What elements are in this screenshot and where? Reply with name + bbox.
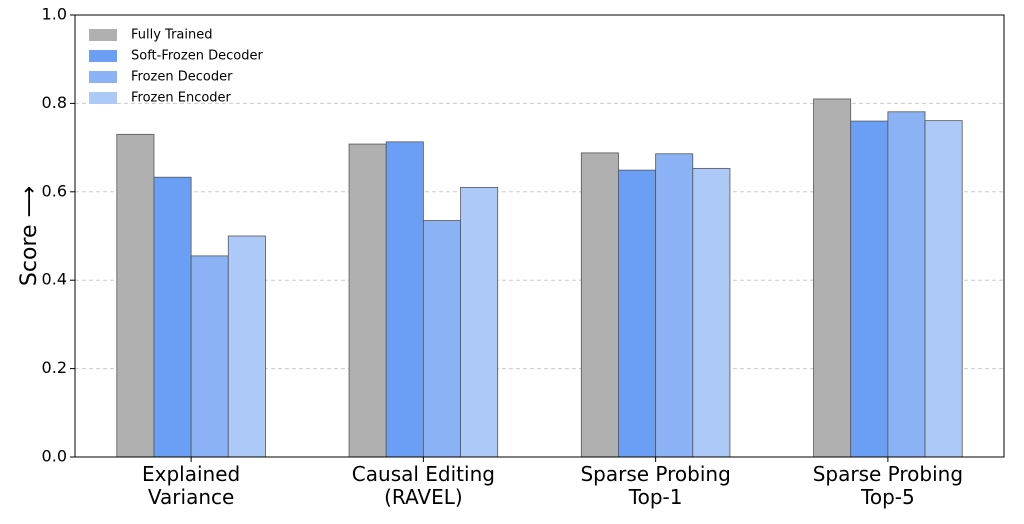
bar [422, 220, 461, 458]
y-tick-label: 1.0 [42, 5, 67, 24]
bar [227, 235, 266, 458]
bar [385, 141, 424, 458]
legend-swatch [89, 29, 117, 41]
y-axis-label: Score ⟶ [17, 186, 42, 286]
bar [348, 143, 387, 458]
legend-swatch [89, 50, 117, 62]
legend-label: Soft-Frozen Decoder [131, 49, 263, 64]
bar [813, 98, 852, 458]
y-tick-label: 0.6 [42, 181, 67, 200]
y-tick-label: 0.4 [42, 270, 67, 289]
plot-frame [74, 14, 1005, 458]
x-tick-label: Causal Editing (RAVEL) [352, 462, 495, 509]
bar [655, 153, 694, 458]
bar [116, 133, 155, 458]
x-tick-label: Explained Variance [142, 462, 240, 509]
bar [190, 255, 229, 458]
y-tick-label: 0.8 [42, 93, 67, 112]
legend-label: Frozen Encoder [131, 91, 232, 106]
legend-swatch [89, 71, 117, 83]
bar [850, 120, 889, 458]
x-tick-label: Sparse Probing Top-5 [813, 462, 963, 509]
bar [153, 176, 192, 458]
legend-swatch [89, 92, 117, 104]
x-tick-label: Sparse Probing Top-1 [580, 462, 730, 509]
legend-label: Fully Trained [131, 28, 213, 43]
y-tick-label: 0.0 [42, 447, 67, 466]
bar [460, 186, 499, 458]
y-tick-label: 0.2 [42, 358, 67, 377]
bar [692, 167, 731, 458]
bar [618, 169, 657, 458]
bar [580, 152, 619, 458]
legend-label: Frozen Decoder [131, 70, 233, 85]
bar [887, 111, 926, 458]
bar [924, 120, 963, 458]
